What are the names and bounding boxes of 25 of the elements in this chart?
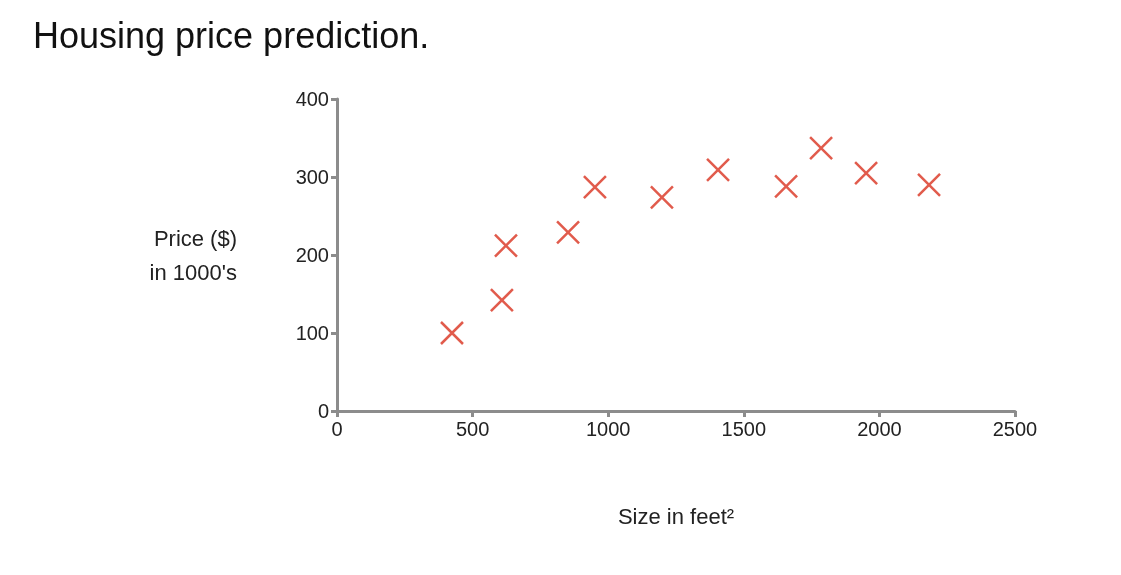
point — [649, 185, 675, 210]
chart-title: Housing price prediction. — [33, 14, 430, 56]
x-tick-label: 1500 — [721, 418, 767, 440]
point — [773, 174, 799, 199]
point — [808, 135, 834, 161]
x-tick-label: 1000 — [585, 418, 631, 440]
point — [439, 320, 465, 346]
point — [555, 220, 581, 245]
x-tick-label: 0 — [331, 418, 343, 440]
x-tick-label: 2500 — [992, 418, 1038, 440]
point — [493, 233, 519, 258]
point — [489, 287, 515, 313]
y-axis-title: Price ($) in 1000's — [149, 225, 237, 285]
point — [853, 160, 879, 186]
x-tick-label: 2000 — [857, 418, 902, 440]
y-tick-label: 100 — [295, 322, 329, 344]
y-tick-label: 0 — [317, 400, 329, 422]
x-axis-title: Size in feet² — [617, 503, 735, 529]
y-tick-label: 300 — [295, 166, 329, 188]
point — [705, 157, 731, 183]
y-tick-label: 400 — [295, 88, 329, 110]
point — [582, 174, 608, 200]
x-tick-label: 500 — [455, 418, 490, 440]
y-tick-label: 200 — [295, 244, 329, 266]
point — [916, 172, 942, 198]
